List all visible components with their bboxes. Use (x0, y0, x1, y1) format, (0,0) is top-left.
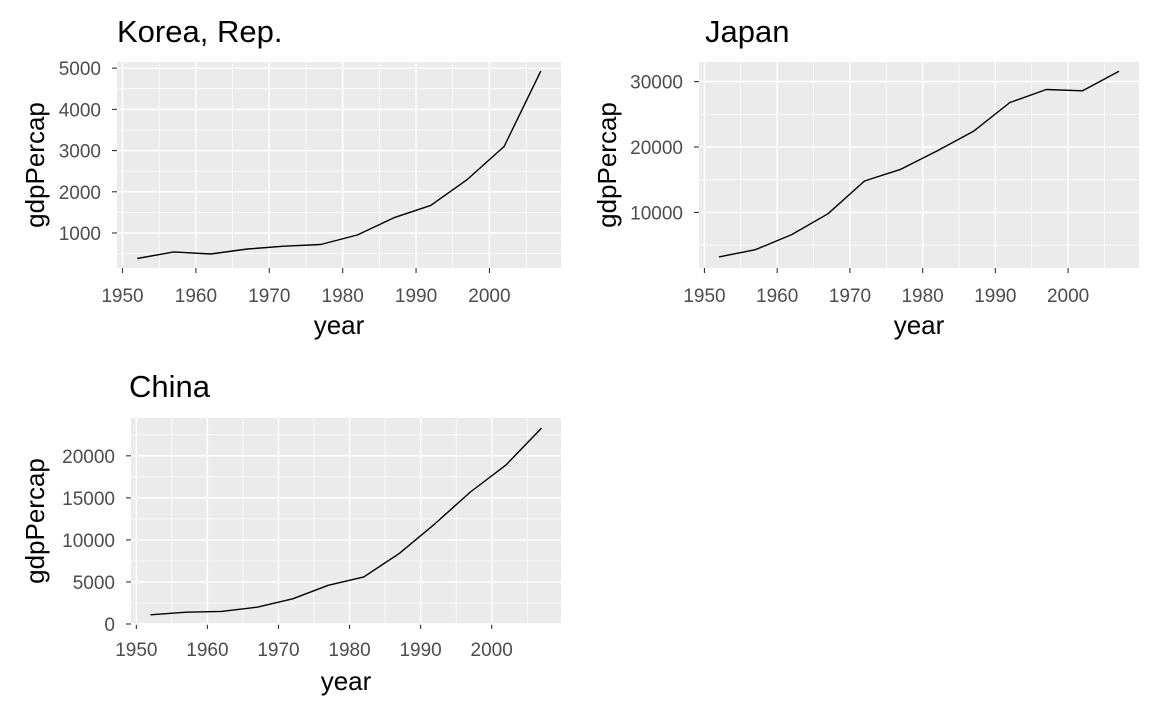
y-axis-title: gdpPercap (20, 102, 50, 228)
y-tick-label: 0 (104, 615, 115, 636)
y-tick-label: 30000 (630, 73, 683, 94)
x-axis-title: year (314, 310, 365, 340)
chart-title: China (129, 369, 211, 404)
x-tick-label: 1980 (328, 640, 370, 661)
x-tick-label: 1990 (395, 286, 437, 307)
y-tick-label: 20000 (62, 447, 115, 468)
y-tick-label: 5000 (59, 59, 101, 80)
y-tick-label: 3000 (59, 142, 101, 163)
y-axis-title: gdpPercap (20, 458, 50, 584)
x-tick-label: 2000 (471, 640, 513, 661)
x-tick-label: 1970 (829, 286, 871, 307)
series-line (137, 70, 542, 260)
x-tick-label: 1980 (322, 286, 364, 307)
chart-title: Korea, Rep. (117, 14, 282, 49)
x-tick-label: 2000 (1047, 286, 1089, 307)
y-tick-label: 4000 (59, 100, 101, 121)
x-tick-label: 1960 (175, 286, 217, 307)
x-tick-label: 1960 (186, 640, 228, 661)
x-tick-label: 2000 (468, 286, 510, 307)
x-tick-label: 1960 (756, 286, 798, 307)
chart-title: Japan (705, 14, 789, 49)
x-tick-label: 1950 (115, 640, 157, 661)
y-tick-label: 5000 (73, 573, 115, 594)
series-line (150, 427, 543, 616)
x-axis-title: year (321, 666, 372, 696)
series-line (718, 70, 1120, 258)
x-tick-label: 1980 (901, 286, 943, 307)
plot-background (699, 62, 1139, 268)
y-tick-label: 15000 (62, 489, 115, 510)
chart-panel-2: 1950 1960 1970 1980 1990 20000500010000150002… (20, 369, 561, 696)
y-tick-label: 20000 (630, 138, 683, 159)
y-tick-label: 1000 (59, 224, 101, 245)
x-tick-label: 1990 (399, 640, 441, 661)
plot-background (131, 418, 561, 624)
x-tick-label: 1950 (101, 286, 143, 307)
y-tick-label: 10000 (630, 203, 683, 224)
x-tick-label: 1970 (257, 640, 299, 661)
y-tick-label: 10000 (62, 531, 115, 552)
plot-background (117, 62, 561, 268)
x-tick-label: 1990 (974, 286, 1016, 307)
x-tick-label: 1970 (248, 286, 290, 307)
x-tick-label: 1950 (683, 286, 725, 307)
x-axis-title: year (894, 310, 945, 340)
chart-panel-1: 1950 1960 1970 1980 1990 2000 10000 20000 30000 J… (592, 14, 1139, 340)
y-axis-title: gdpPercap (592, 102, 622, 228)
chart-panel-0: 1950 1960 1970 1980 1990 2000 1000 2000 3000 4000… (20, 14, 561, 340)
y-tick-label: 2000 (59, 183, 101, 204)
